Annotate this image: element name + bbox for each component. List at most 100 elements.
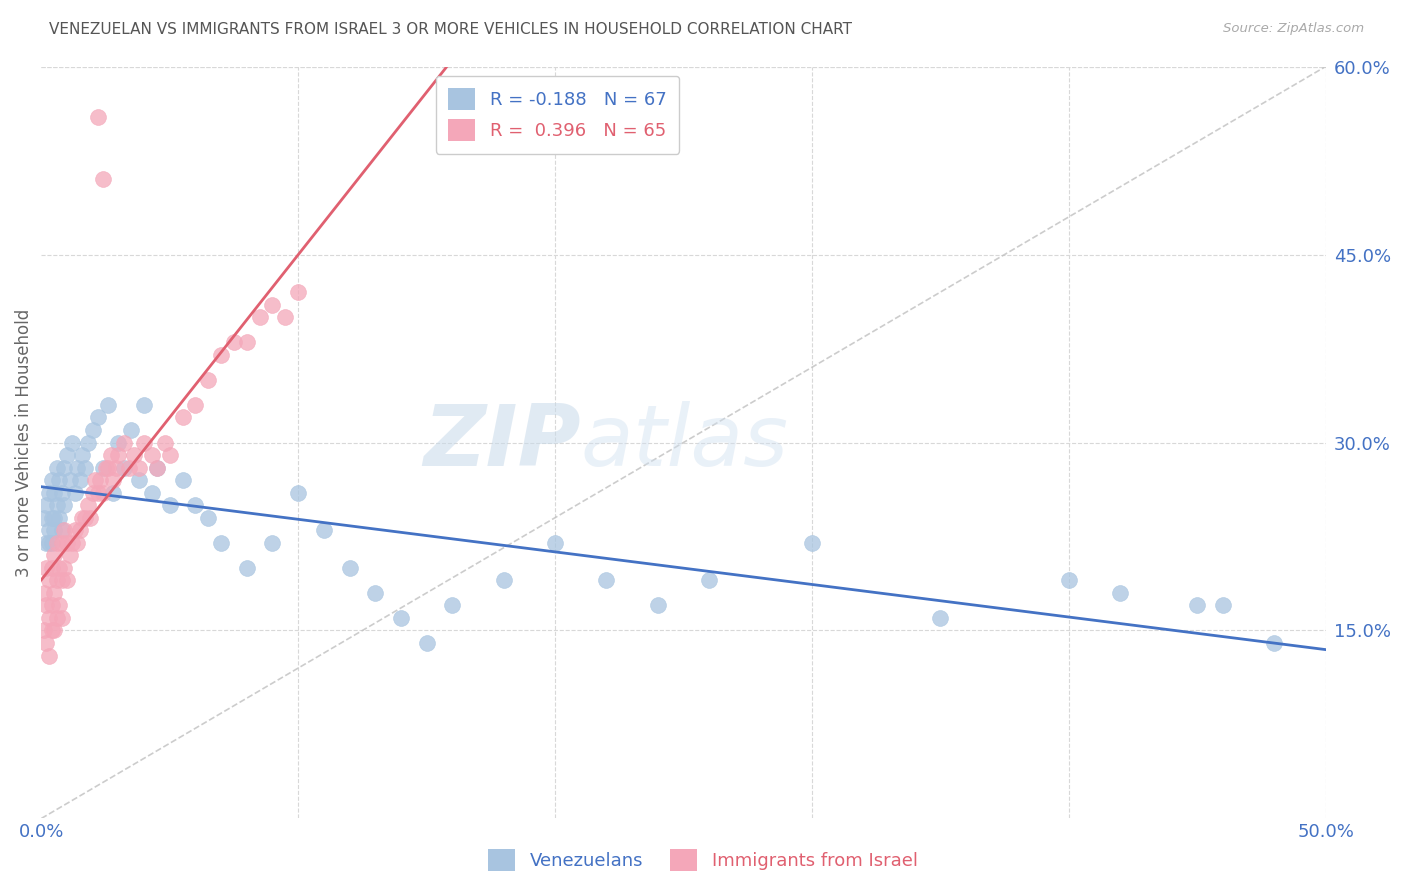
Point bbox=[35, 561, 58, 575]
Point bbox=[35, 498, 58, 512]
Point bbox=[48, 510, 70, 524]
Point bbox=[415, 636, 437, 650]
Point bbox=[1057, 574, 1080, 588]
Point bbox=[84, 473, 107, 487]
Point bbox=[44, 624, 66, 638]
Point bbox=[69, 473, 91, 487]
Point bbox=[51, 485, 73, 500]
Point bbox=[184, 498, 207, 512]
Point bbox=[1185, 599, 1208, 613]
Y-axis label: 3 or more Vehicles in Household: 3 or more Vehicles in Household bbox=[15, 309, 32, 576]
Point bbox=[236, 335, 259, 350]
Point bbox=[595, 574, 617, 588]
Point bbox=[91, 460, 114, 475]
Point bbox=[41, 473, 63, 487]
Point bbox=[58, 473, 80, 487]
Point bbox=[132, 398, 155, 412]
Point bbox=[172, 410, 194, 425]
Point bbox=[112, 460, 135, 475]
Point bbox=[32, 624, 55, 638]
Point bbox=[112, 435, 135, 450]
Point bbox=[209, 348, 232, 362]
Legend: R = -0.188   N = 67, R =  0.396   N = 65: R = -0.188 N = 67, R = 0.396 N = 65 bbox=[436, 76, 679, 154]
Point bbox=[79, 510, 101, 524]
Point bbox=[72, 510, 94, 524]
Point bbox=[120, 423, 142, 437]
Point bbox=[312, 523, 335, 537]
Point bbox=[929, 611, 952, 625]
Point bbox=[72, 448, 94, 462]
Point bbox=[35, 636, 58, 650]
Point bbox=[146, 460, 169, 475]
Point bbox=[262, 298, 284, 312]
Point bbox=[441, 599, 464, 613]
Point bbox=[35, 599, 58, 613]
Point bbox=[197, 510, 219, 524]
Point bbox=[51, 574, 73, 588]
Point bbox=[38, 574, 60, 588]
Point bbox=[44, 586, 66, 600]
Point bbox=[63, 523, 86, 537]
Point bbox=[128, 473, 150, 487]
Point bbox=[800, 535, 823, 549]
Point bbox=[197, 373, 219, 387]
Point bbox=[38, 485, 60, 500]
Point bbox=[60, 535, 83, 549]
Point bbox=[153, 435, 176, 450]
Point bbox=[1263, 636, 1285, 650]
Point bbox=[82, 423, 104, 437]
Point bbox=[45, 460, 67, 475]
Point bbox=[184, 398, 207, 412]
Text: VENEZUELAN VS IMMIGRANTS FROM ISRAEL 3 OR MORE VEHICLES IN HOUSEHOLD CORRELATION: VENEZUELAN VS IMMIGRANTS FROM ISRAEL 3 O… bbox=[49, 22, 852, 37]
Point bbox=[141, 485, 163, 500]
Point bbox=[94, 460, 117, 475]
Point bbox=[364, 586, 387, 600]
Point bbox=[48, 473, 70, 487]
Point bbox=[44, 485, 66, 500]
Point bbox=[53, 498, 76, 512]
Point bbox=[51, 523, 73, 537]
Point bbox=[45, 498, 67, 512]
Point bbox=[44, 549, 66, 563]
Point bbox=[56, 448, 79, 462]
Point bbox=[41, 624, 63, 638]
Point bbox=[38, 523, 60, 537]
Point bbox=[41, 561, 63, 575]
Point bbox=[103, 473, 125, 487]
Point bbox=[53, 561, 76, 575]
Point bbox=[262, 535, 284, 549]
Text: ZIP: ZIP bbox=[423, 401, 581, 484]
Point bbox=[56, 535, 79, 549]
Point bbox=[87, 485, 110, 500]
Point bbox=[103, 485, 125, 500]
Point bbox=[141, 448, 163, 462]
Point bbox=[87, 110, 110, 124]
Point bbox=[73, 460, 96, 475]
Point bbox=[38, 535, 60, 549]
Point bbox=[122, 448, 145, 462]
Point bbox=[41, 599, 63, 613]
Text: Source: ZipAtlas.com: Source: ZipAtlas.com bbox=[1223, 22, 1364, 36]
Point bbox=[1212, 599, 1234, 613]
Point bbox=[48, 599, 70, 613]
Text: atlas: atlas bbox=[581, 401, 789, 484]
Point bbox=[63, 485, 86, 500]
Point bbox=[45, 535, 67, 549]
Point bbox=[53, 523, 76, 537]
Point bbox=[91, 172, 114, 186]
Point bbox=[236, 561, 259, 575]
Point bbox=[38, 648, 60, 663]
Point bbox=[118, 460, 141, 475]
Point bbox=[287, 285, 309, 300]
Point bbox=[209, 535, 232, 549]
Point bbox=[66, 535, 89, 549]
Point bbox=[97, 460, 120, 475]
Point bbox=[544, 535, 567, 549]
Point bbox=[56, 574, 79, 588]
Point bbox=[172, 473, 194, 487]
Point bbox=[222, 335, 245, 350]
Point bbox=[132, 435, 155, 450]
Point bbox=[66, 460, 89, 475]
Point bbox=[89, 473, 111, 487]
Point bbox=[389, 611, 412, 625]
